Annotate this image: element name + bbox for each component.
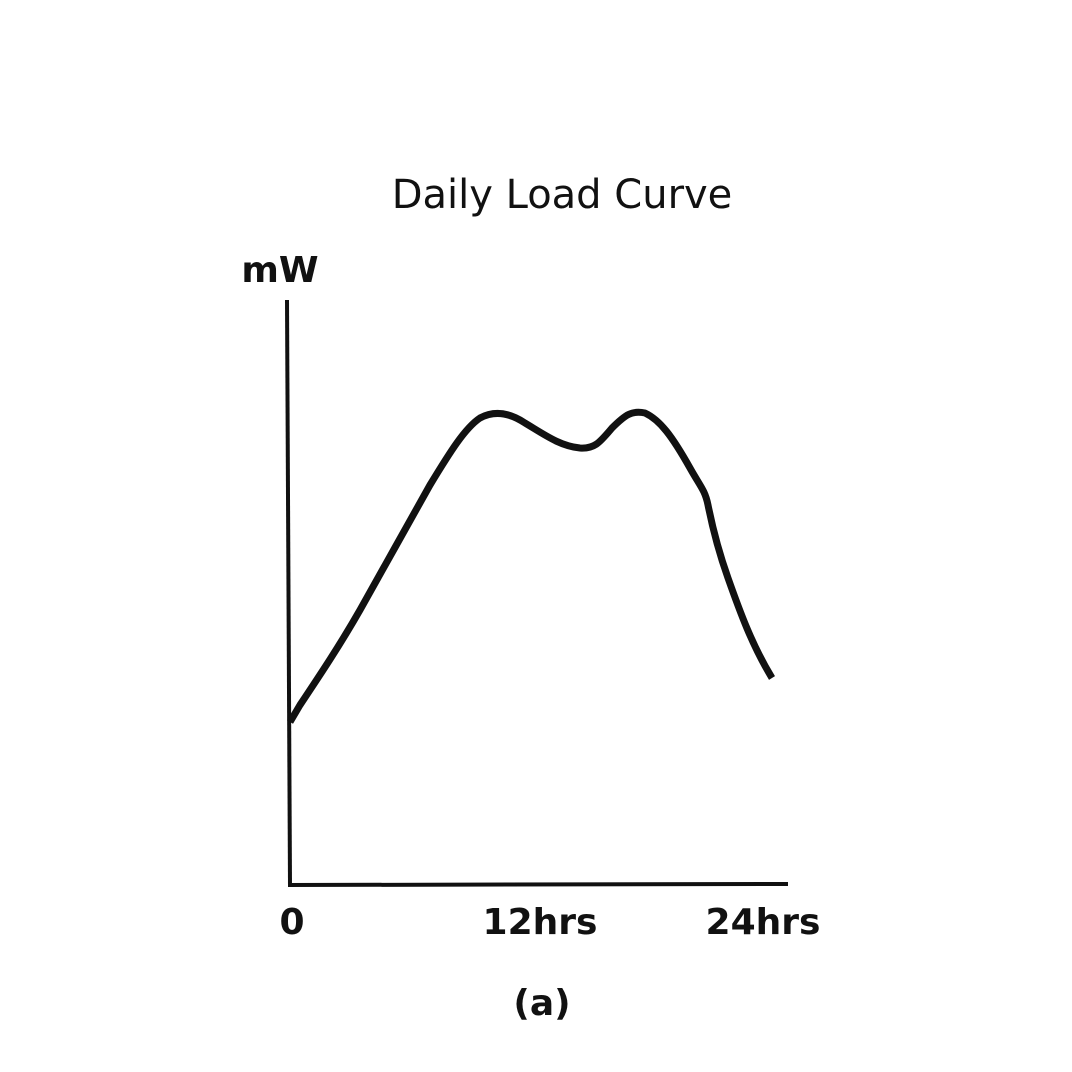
y-axis	[285, 299, 292, 887]
x-label: 24hrs	[706, 902, 821, 943]
x-label: 0	[279, 902, 304, 943]
x-label: 12hrs	[483, 902, 598, 943]
y-axis-label: mW	[241, 250, 318, 291]
x-axis	[287, 882, 789, 887]
title: Daily Load Curve	[392, 172, 733, 218]
caption: (a)	[513, 983, 570, 1024]
load-curve	[286, 408, 775, 724]
